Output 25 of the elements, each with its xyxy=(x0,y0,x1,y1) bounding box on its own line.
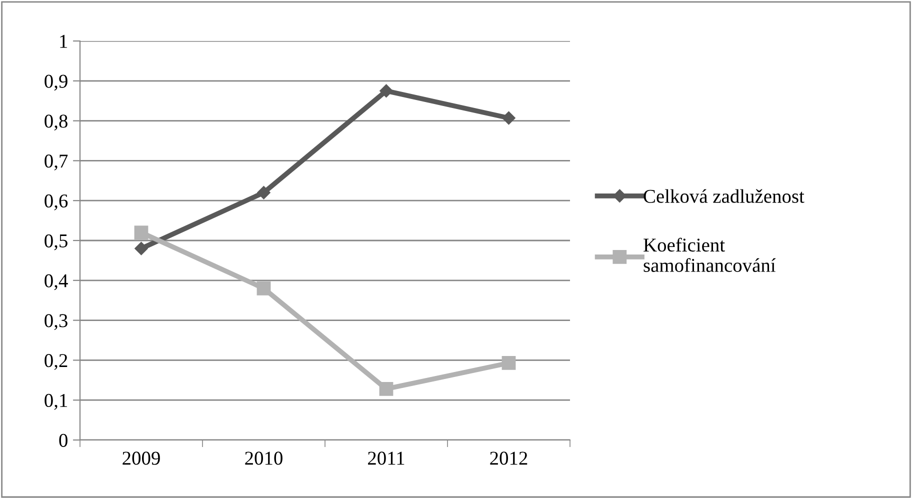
point xyxy=(502,111,516,125)
y-tick-label: 1 xyxy=(60,34,68,48)
y-tick-label: 0,9 xyxy=(44,74,68,91)
point xyxy=(134,226,148,240)
point xyxy=(380,84,393,98)
y-tick-label: 0,3 xyxy=(44,314,68,330)
x-tick-label: 2009 xyxy=(122,452,160,465)
legend-label: Celková zadluženost xyxy=(644,189,804,203)
y-tick-label: 0,2 xyxy=(44,354,68,370)
y-tick-label: 0,6 xyxy=(44,194,68,210)
y-tick-label: 0,1 xyxy=(44,394,68,410)
y-tick-label: 0 xyxy=(59,434,68,447)
x-tick-label: 2012 xyxy=(490,452,528,465)
y-tick-label: 0,4 xyxy=(44,274,68,290)
x-tick-label: 2010 xyxy=(245,452,282,465)
point xyxy=(134,242,148,256)
point xyxy=(257,186,270,200)
y-tick-label: 0,5 xyxy=(44,234,68,250)
y-tick-label: 0,7 xyxy=(44,154,68,170)
legend-label: Koeficient samofinancování xyxy=(644,238,776,272)
point xyxy=(379,382,394,396)
y-tick-label: 0,8 xyxy=(44,114,68,131)
point xyxy=(256,281,271,296)
x-tick-label: 2011 xyxy=(368,452,404,465)
point xyxy=(502,356,516,370)
